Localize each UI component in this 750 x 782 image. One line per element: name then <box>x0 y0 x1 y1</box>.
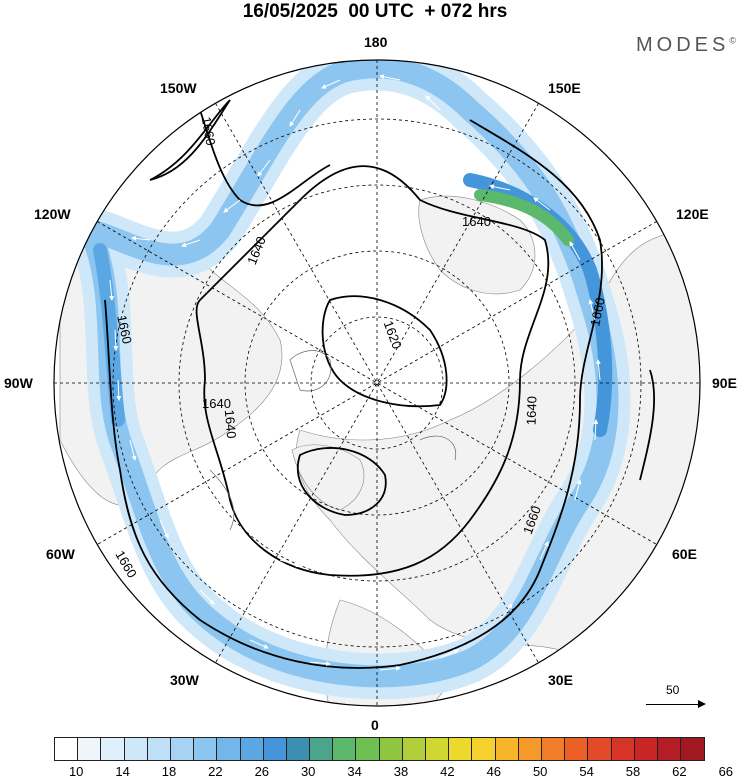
colorbar-tick-label: 18 <box>161 764 177 779</box>
colorbar <box>54 737 706 761</box>
colorbar-swatch <box>124 738 148 760</box>
colorbar-swatch <box>310 738 334 760</box>
reference-vector-value: 50 <box>666 683 680 697</box>
contour-label: 1660 <box>587 296 608 327</box>
colorbar-swatch <box>147 738 171 760</box>
brand-logo: MODES© <box>636 34 736 57</box>
colorbar-tick-label: 54 <box>579 764 594 779</box>
contour-1660-west <box>149 99 231 181</box>
colorbar-tick-label: 50 <box>532 764 548 779</box>
colorbar-swatch <box>263 738 287 760</box>
jet-shading <box>67 60 631 700</box>
contour-1640 <box>195 165 550 577</box>
colorbar-tick-label: 58 <box>625 764 641 779</box>
colorbar-swatch <box>681 738 705 760</box>
colorbar-swatch <box>449 738 473 760</box>
lon-label-90e: 90E <box>712 375 737 391</box>
wind-vectors <box>109 74 601 671</box>
colorbar-swatch <box>78 738 102 760</box>
lon-label-60e: 60E <box>672 546 697 562</box>
colorbar-tick-label: 38 <box>393 764 409 779</box>
land-greenland <box>291 444 365 511</box>
colorbar-swatch <box>217 738 241 760</box>
colorbar-swatch <box>657 738 682 760</box>
jet-band-core <box>463 173 613 437</box>
contour-label: 1640 <box>202 396 231 411</box>
colorbar-swatch <box>194 738 218 760</box>
colorbar-swatch <box>379 738 403 760</box>
contour-label: 1660 <box>114 314 135 345</box>
colorbar-tick-label: 30 <box>300 764 316 779</box>
lon-label-0: 0 <box>371 717 379 733</box>
lon-label-120e: 120E <box>676 206 709 222</box>
lon-label-30e: 30E <box>548 672 573 688</box>
reference-arrow-line <box>646 704 700 705</box>
reference-arrow-head <box>698 700 706 708</box>
colorbar-swatch <box>541 738 566 760</box>
colorbar-swatch <box>495 738 519 760</box>
map-content <box>54 60 700 706</box>
colorbar-swatch <box>518 738 542 760</box>
colorbar-swatch <box>356 738 380 760</box>
map-border <box>53 59 701 707</box>
contour-1660-east <box>104 119 603 669</box>
contour-label: 1640 <box>222 409 239 439</box>
graticule <box>54 60 700 706</box>
colorbar-swatch <box>286 738 311 760</box>
colorbar-tick-label: 66 <box>718 764 734 779</box>
brand-name: MODES <box>636 34 730 56</box>
lon-label-60w: 60W <box>46 546 75 562</box>
jet-max <box>474 189 574 246</box>
lon-label-90w: 90W <box>4 375 33 391</box>
colorbar-tick-label: 42 <box>440 764 455 779</box>
contour-1620 <box>321 295 448 408</box>
colorbar-swatch <box>565 738 589 760</box>
land-asia-east <box>418 195 536 295</box>
lon-label-150w: 150W <box>160 80 197 96</box>
contour-label: 1640 <box>524 396 540 425</box>
colorbar-tick-label: 14 <box>115 764 130 779</box>
brand-mark: © <box>729 35 736 46</box>
lon-label-30w: 30W <box>170 672 199 688</box>
colorbar-swatch <box>472 738 496 760</box>
colorbar-swatch <box>588 738 612 760</box>
lon-label-150e: 150E <box>548 80 581 96</box>
contour-label: 1660 <box>199 116 219 147</box>
colorbar-swatch <box>101 738 125 760</box>
colorbar-tick-label: 34 <box>347 764 362 779</box>
lon-label-180: 180 <box>364 34 388 50</box>
colorbar-tick-label: 10 <box>68 764 84 779</box>
colorbar-tick-label: 62 <box>672 764 687 779</box>
colorbar-tick-label: 22 <box>208 764 223 779</box>
colorbar-swatch <box>402 738 426 760</box>
jet-band-west <box>93 243 125 427</box>
colorbar-swatch <box>55 738 79 760</box>
colorbar-swatch <box>170 738 195 760</box>
contour-1660-east-arc <box>639 369 656 481</box>
colorbar-swatch <box>611 738 635 760</box>
map-title: 16/05/2025 00 UTC + 072 hrs <box>242 1 508 22</box>
contour-1620-greenland <box>297 447 387 516</box>
colorbar-tick-label: 26 <box>254 764 270 779</box>
contour-label: 1640 <box>462 214 491 229</box>
reference-vector: 50 <box>644 683 710 717</box>
colorbar-swatch <box>426 738 450 760</box>
colorbar-swatch <box>634 738 658 760</box>
colorbar-tick-label: 46 <box>486 764 502 779</box>
colorbar-swatch <box>333 738 357 760</box>
colorbar-swatch <box>240 738 264 760</box>
lon-label-120w: 120W <box>34 206 71 222</box>
